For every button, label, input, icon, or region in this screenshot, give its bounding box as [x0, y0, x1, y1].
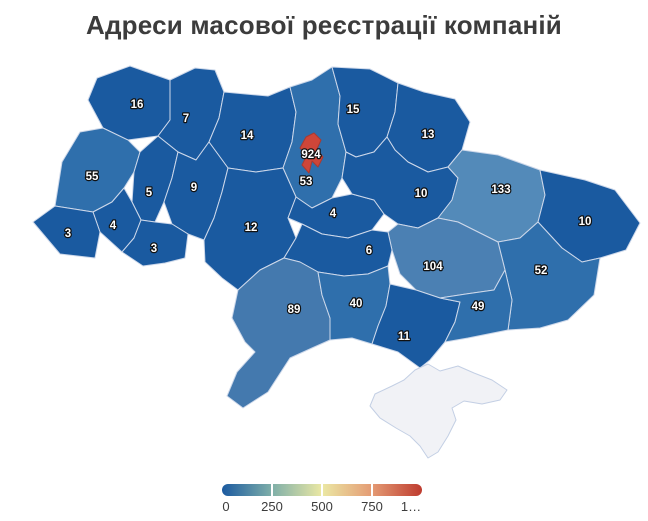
legend-divider-750	[371, 484, 373, 496]
legend-tick-750: 750	[361, 499, 383, 514]
region-chernivtsi[interactable]	[121, 219, 189, 267]
legend-divider-500	[321, 484, 323, 496]
region-zaporizhzhia[interactable]	[439, 269, 513, 343]
legend-ticks: 0 250 500 750 1…	[0, 499, 648, 517]
region-kyiv-city[interactable]	[299, 132, 324, 174]
legend-tick-max: 1…	[400, 499, 422, 514]
legend-divider-250	[271, 484, 273, 496]
page-title: Адреси масової реєстрації компаній	[86, 10, 562, 40]
region-cherkasy[interactable]	[287, 193, 385, 239]
legend-tick-0: 0	[222, 499, 230, 514]
region-odesa[interactable]	[226, 257, 331, 409]
legend-tick-500: 500	[311, 499, 333, 514]
region-zakarpattia[interactable]	[32, 205, 101, 259]
region-crimea[interactable]	[369, 363, 508, 459]
legend-tick-250: 250	[261, 499, 283, 514]
legend-gradient-bar	[222, 484, 422, 496]
